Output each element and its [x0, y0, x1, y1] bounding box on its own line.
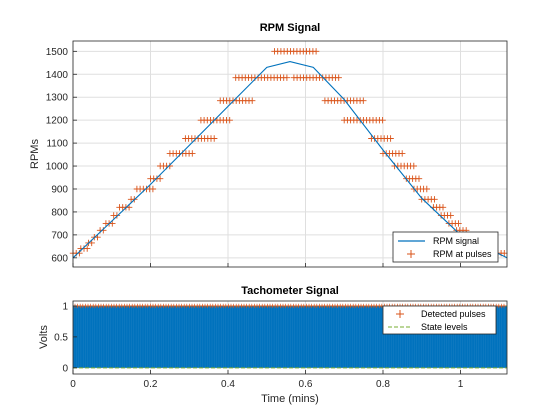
rpm-series-layer — [69, 48, 508, 259]
tachometer-plot-frame — [72, 300, 508, 375]
legend-detected-pulses-swatch — [396, 310, 404, 318]
rpm-plot-frame — [72, 40, 508, 268]
rpm-pulse-marker — [501, 250, 508, 257]
rpm-pulse-marker — [415, 175, 423, 182]
rpm-pulse-marker — [211, 135, 218, 142]
rpm-y-tick-label: 1200 — [46, 116, 69, 127]
rpm-y-tick-label: 1100 — [46, 139, 68, 150]
rpm-ticks: 600 700 800 900 1000 1100 1200 1300 1400 1500 — [46, 47, 461, 267]
tachometer-ticks: 0 0.2 0.4 0.6 0.8 1 0 0.5 1 — [54, 301, 464, 390]
rpm-y-tick-label: 900 — [51, 184, 68, 195]
rpm-pulse-marker — [84, 245, 91, 252]
rpm-pulse-marker — [423, 185, 430, 193]
tachometer-y-tick-label: 0 — [62, 363, 68, 374]
tachometer-y-axis-label: Volts — [38, 325, 50, 349]
tachometer-x-tick-label: 0.4 — [221, 379, 235, 390]
rpm-grid — [72, 41, 507, 267]
rpm-pulse-marker — [455, 220, 462, 227]
tachometer-legend-box — [382, 305, 497, 335]
legend-rpm-signal-label: RPM signal — [433, 236, 479, 246]
rpm-pulse-marker — [399, 150, 406, 157]
tachometer-x-tick-label: 1 — [458, 379, 464, 390]
rpm-pulse-marker — [379, 117, 386, 124]
rpm-pulse-marker — [335, 74, 342, 81]
rpm-chart: RPM Signal 600 700 800 900 1000 1100 1200 1300 1… — [29, 22, 508, 268]
rpm-pulse-marker — [360, 97, 367, 104]
rpm-pulse-marker — [113, 212, 121, 219]
rpm-pulse-marker — [156, 175, 164, 182]
tachometer-detected-pulse-marker — [501, 303, 507, 309]
rpm-pulse-marker — [312, 48, 320, 55]
legend-state-levels-label: State levels — [421, 322, 468, 332]
rpm-legend: RPM signal RPM at pulses — [392, 231, 499, 263]
tachometer-y-tick-label: 0.5 — [54, 332, 68, 343]
tachometer-x-axis-label: Time (mins) — [261, 393, 319, 405]
legend-rpm-at-pulses-label: RPM at pulses — [433, 249, 492, 259]
rpm-pulse-marker — [410, 162, 417, 170]
tachometer-chart-title: Tachometer Signal — [241, 285, 339, 297]
rpm-pulse-marker — [447, 212, 454, 219]
rpm-pulse-marker — [283, 74, 291, 81]
tachometer-x-tick-label: 0.8 — [376, 379, 390, 390]
rpm-y-tick-label: 600 — [51, 253, 68, 264]
rpm-y-tick-label: 700 — [51, 230, 68, 241]
rpm-pulse-marker — [431, 196, 438, 203]
rpm-pulse-marker — [226, 117, 233, 124]
tachometer-legend: Detected pulses State levels — [382, 305, 497, 335]
rpm-y-tick-label: 1300 — [46, 93, 69, 104]
rpm-pulse-marker — [166, 162, 173, 170]
rpm-y-tick-label: 1500 — [46, 47, 69, 58]
tachometer-chart: Tachometer Signal 0 0.2 0.4 0.6 0.8 1 0 0.5 1 Vo… — [38, 285, 508, 405]
rpm-pulse-marker — [100, 227, 107, 234]
tachometer-x-tick-label: 0 — [70, 379, 76, 390]
tachometer-x-tick-label: 0.6 — [299, 379, 313, 390]
rpm-signal-line — [72, 61, 508, 259]
tachometer-y-tick-label: 1 — [62, 301, 68, 312]
rpm-pulse-marker — [439, 204, 447, 211]
rpm-pulse-marker — [387, 135, 394, 142]
legend-rpm-at-pulses-swatch — [407, 250, 415, 258]
tachometer-x-tick-label: 0.2 — [144, 379, 158, 390]
rpm-y-tick-label: 1400 — [46, 70, 69, 81]
rpm-y-tick-label: 800 — [51, 207, 68, 218]
rpm-y-axis-label: RPMs — [29, 139, 41, 169]
rpm-y-tick-label: 1000 — [46, 162, 69, 173]
rpm-pulse-marker — [249, 97, 256, 104]
rpm-pulse-marker — [149, 185, 157, 193]
rpm-chart-title: RPM Signal — [260, 22, 321, 34]
legend-detected-pulses-label: Detected pulses — [421, 309, 486, 319]
rpm-pulse-marker — [189, 150, 196, 157]
